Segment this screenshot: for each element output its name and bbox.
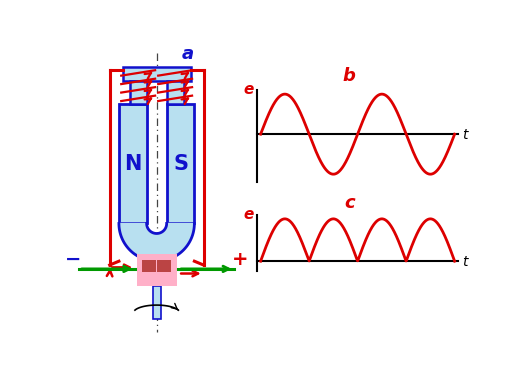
Bar bbox=[153, 286, 160, 319]
Text: c: c bbox=[344, 194, 354, 212]
Polygon shape bbox=[119, 223, 195, 261]
Text: S: S bbox=[173, 154, 188, 174]
Bar bbox=[157, 260, 171, 272]
Text: N: N bbox=[124, 154, 141, 174]
Bar bbox=[137, 253, 176, 286]
Text: −: − bbox=[64, 250, 81, 269]
Text: a: a bbox=[182, 46, 194, 63]
Text: b: b bbox=[343, 67, 356, 85]
Text: +: + bbox=[232, 250, 249, 269]
Bar bbox=[119, 104, 147, 223]
Bar bbox=[142, 260, 156, 272]
Text: t: t bbox=[462, 128, 467, 142]
Text: t: t bbox=[462, 255, 467, 269]
Bar bbox=[167, 104, 195, 223]
Bar bbox=[123, 67, 190, 81]
Bar bbox=[130, 81, 147, 104]
Text: e: e bbox=[244, 82, 254, 97]
Text: e: e bbox=[244, 207, 254, 222]
Bar bbox=[167, 81, 184, 104]
